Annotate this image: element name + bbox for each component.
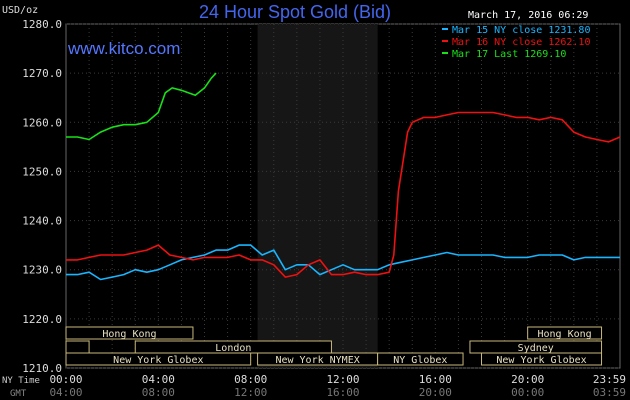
market-session-box [481,352,603,366]
x-tick-label-gmt: 16:00 [326,386,359,399]
legend-swatch [442,28,448,30]
x-tick-label-ny: 20:00 [511,373,544,386]
y-tick-label: 1250.0 [22,165,62,178]
market-session-box [65,340,90,354]
watermark: www.kitco.com [67,39,180,58]
y-tick-label: 1280.0 [22,18,62,31]
price-series [66,72,621,281]
gmt-label: GMT [10,389,27,399]
x-tick-label-ny: 23:59 [593,373,626,386]
market-session-label: Sydney [518,343,554,354]
x-tick-label-ny: 12:00 [326,373,359,386]
market-session-label: New York NYMEX [275,355,359,366]
date-time-label: March 17, 2016 06:29 [468,10,588,21]
x-tick-label-ny: 00:00 [49,373,82,386]
market-session-box [65,326,194,340]
x-tick-label-gmt: 08:00 [142,386,175,399]
series-line-1 [66,244,620,281]
y-tick-label: 1210.0 [22,362,62,375]
x-tick-label-ny: 04:00 [142,373,175,386]
market-session-box [377,352,464,366]
market-session-label: New York Globex [496,355,586,366]
x-tick-label-gmt: 00:00 [511,386,544,399]
legend-entry: Mar 17 Last 1269.10 [452,49,566,60]
market-session-label: London [215,343,251,354]
market-session-label: New York Globex [113,355,203,366]
legend-swatch [442,52,448,54]
market-session-box [65,352,252,366]
legend-entry: Mar 15 NY close 1231.80 [452,25,590,36]
series-line-3 [66,72,217,141]
x-tick-label-gmt: 04:00 [49,386,82,399]
market-session-label: Hong Kong [102,329,156,340]
x-axis-ticks: 00:0004:0004:0008:0008:0012:0012:0016:00… [49,373,626,399]
y-tick-label: 1260.0 [22,116,62,129]
ny-time-label: NY Time [2,376,40,386]
nymex-shaded-region [257,24,378,368]
x-tick-label-ny: 16:00 [419,373,452,386]
market-session-box [527,326,603,340]
y-tick-label: 1230.0 [22,264,62,277]
grid-lines [66,23,620,369]
legend-entry: Mar 16 NY close 1262.10 [452,37,590,48]
y-tick-label: 1220.0 [22,313,62,326]
y-tick-label: 1270.0 [22,67,62,80]
market-session-label: Hong Kong [538,329,592,340]
x-tick-label-ny: 08:00 [234,373,267,386]
x-tick-label-gmt: 12:00 [234,386,267,399]
x-tick-label-gmt: 03:59 [593,386,626,399]
x-tick-label-gmt: 20:00 [419,386,452,399]
y-tick-label: 1240.0 [22,215,62,228]
unit-label: USD/oz [2,5,38,16]
y-axis-ticks: 1210.0 1220.0 1230.0 1240.0 1250.0 1260.0 1270… [22,18,62,375]
chart-title: 24 Hour Spot Gold (Bid) [199,2,391,22]
market-session-label: NY Globex [393,355,447,366]
series-line-2 [66,111,621,278]
legend-swatch [442,40,448,42]
